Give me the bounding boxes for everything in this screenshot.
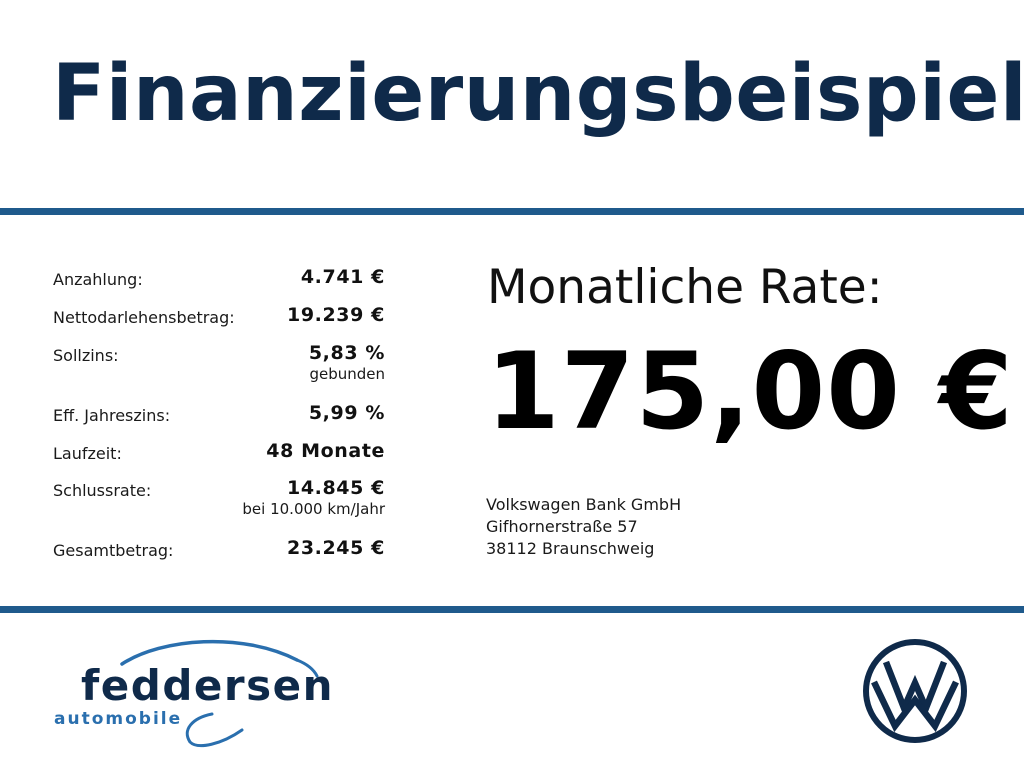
term-row-nettodarlehensbetrag: Nettodarlehensbetrag: 19.239 € [53, 304, 385, 342]
bank-street: Gifhornerstraße 57 [486, 517, 638, 536]
term-label: Sollzins: [53, 346, 119, 365]
term-row-sollzins: Sollzins: 5,83 % gebunden [53, 342, 385, 402]
bank-address: Volkswagen Bank GmbH Gifhornerstraße 57 … [486, 494, 681, 560]
term-row-schlussrate: Schlussrate: 14.845 € bei 10.000 km/Jahr [53, 477, 385, 537]
term-value: 5,83 % [308, 342, 385, 364]
term-row-eff-jahreszins: Eff. Jahreszins: 5,99 % [53, 402, 385, 440]
dealer-logo-name: feddersen [81, 661, 334, 710]
bank-city: 38112 Braunschweig [486, 539, 655, 558]
monthly-rate-value: 175,00 € [486, 330, 1014, 453]
dealer-logo-tagline: automobile [54, 709, 182, 729]
top-divider [0, 208, 1024, 215]
term-note: gebunden [309, 365, 385, 383]
monthly-rate-label: Monatliche Rate: [487, 260, 883, 315]
vw-logo [863, 639, 967, 743]
bank-name: Volkswagen Bank GmbH [486, 495, 682, 514]
term-value: 48 Monate [266, 440, 385, 462]
term-row-anzahlung: Anzahlung: 4.741 € [53, 266, 385, 304]
financing-terms: Anzahlung: 4.741 € Nettodarlehensbetrag:… [53, 266, 385, 575]
term-label: Laufzeit: [53, 444, 122, 463]
term-label: Anzahlung: [53, 270, 143, 289]
term-value: 23.245 € [287, 537, 385, 559]
term-label: Gesamtbetrag: [53, 541, 174, 560]
term-value: 5,99 % [308, 402, 385, 424]
term-row-gesamtbetrag: Gesamtbetrag: 23.245 € [53, 537, 385, 575]
term-label: Eff. Jahreszins: [53, 406, 171, 425]
term-label: Nettodarlehensbetrag: [53, 308, 235, 327]
term-note: bei 10.000 km/Jahr [242, 500, 385, 518]
term-row-laufzeit: Laufzeit: 48 Monate [53, 440, 385, 477]
term-label: Schlussrate: [53, 481, 152, 500]
term-value: 19.239 € [287, 304, 385, 326]
term-value: 4.741 € [300, 266, 385, 288]
term-value: 14.845 € [287, 477, 385, 499]
feddersen-logo: feddersen automobile [54, 639, 334, 747]
page-title: Finanzierungsbeispiel [52, 49, 1024, 139]
bottom-divider [0, 606, 1024, 613]
